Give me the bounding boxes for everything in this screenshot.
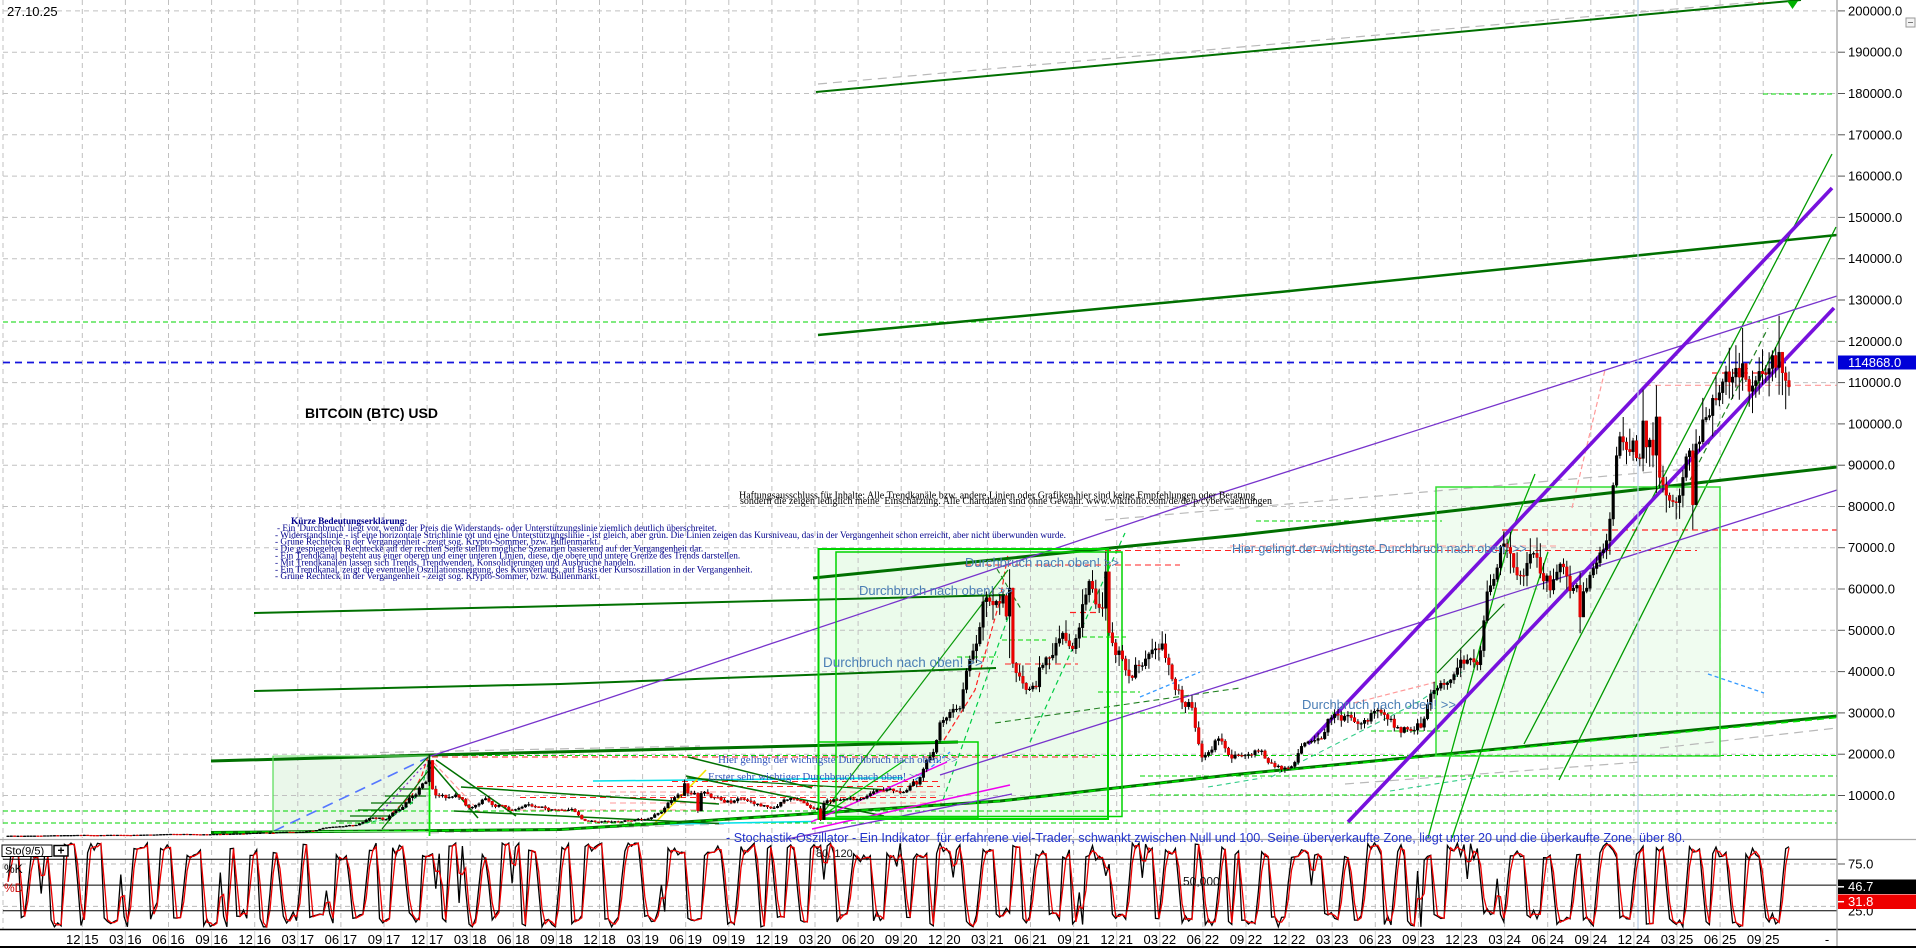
svg-text:09 16: 09 16: [195, 932, 228, 947]
svg-text:06 17: 06 17: [325, 932, 358, 947]
svg-text:- Ein Trendkanal besteht aus e: - Ein Trendkanal besteht aus einer obere…: [275, 552, 740, 562]
svg-text:06 23: 06 23: [1359, 932, 1392, 947]
svg-text:31.8: 31.8: [1848, 894, 1873, 909]
svg-text:09 25: 09 25: [1747, 932, 1780, 947]
svg-text:80000.0: 80000.0: [1848, 499, 1895, 514]
svg-text:110000.0: 110000.0: [1848, 375, 1901, 390]
svg-text:03 18: 03 18: [454, 932, 487, 947]
svg-text:- Mit Trendkanälen lassen sich: - Mit Trendkanälen lassen sich Trends, T…: [275, 558, 636, 568]
svg-text:BITCOIN (BTC) USD: BITCOIN (BTC) USD: [305, 405, 438, 421]
svg-text:09 20: 09 20: [885, 932, 918, 947]
svg-text:200000.0: 200000.0: [1848, 3, 1902, 18]
svg-text:03 25: 03 25: [1661, 932, 1694, 947]
svg-text:06 20: 06 20: [842, 932, 875, 947]
svg-text:03 21: 03 21: [971, 932, 1004, 947]
svg-text:09 24: 09 24: [1575, 932, 1608, 947]
svg-text:150000.0: 150000.0: [1848, 210, 1902, 225]
svg-text:Durchbruch nach oben! >>: Durchbruch nach oben! >>: [823, 655, 983, 670]
svg-text:09 18: 09 18: [540, 932, 573, 947]
svg-text:Haftungsausschluss für Inhalte: Haftungsausschluss für Inhalte: Alle Tre…: [739, 491, 1255, 502]
svg-text:Kürze Bedeutungserklärung:: Kürze Bedeutungserklärung:: [291, 517, 407, 527]
svg-text:- Die gespiegelten Rechtecke a: - Die gespiegelten Rechtecke auf der rec…: [275, 544, 703, 555]
svg-text:90000.0: 90000.0: [1848, 458, 1895, 473]
svg-text:03 24: 03 24: [1488, 932, 1521, 947]
svg-text:12 18: 12 18: [583, 932, 616, 947]
svg-text:09 21: 09 21: [1057, 932, 1090, 947]
svg-text:03 23: 03 23: [1316, 932, 1349, 947]
svg-text:12 15: 12 15: [66, 932, 99, 947]
svg-text:Durchbruch nach oben! >>: Durchbruch nach oben! >>: [859, 583, 1013, 598]
svg-text:- Widerstandslinie - ist eine: - Widerstandslinie - ist eine horizontal…: [275, 531, 1066, 541]
svg-text:12 21: 12 21: [1100, 932, 1133, 947]
svg-text:Sto(9/5): Sto(9/5): [5, 846, 44, 858]
svg-text:170000.0: 170000.0: [1848, 127, 1902, 142]
svg-text:120000.0: 120000.0: [1848, 334, 1902, 349]
svg-text:sondern die zeigen lediglich m: sondern die zeigen lediglich meine Einsc…: [740, 496, 1272, 507]
svg-text:12 19: 12 19: [756, 932, 789, 947]
svg-text:160000.0: 160000.0: [1848, 169, 1902, 184]
svg-text:Erster sehr wichtiger Durchbru: Erster sehr wichtiger Durchbruch nach ob…: [708, 771, 921, 783]
svg-text:06 18: 06 18: [497, 932, 530, 947]
svg-text:190000.0: 190000.0: [1848, 45, 1902, 60]
svg-text:Durchbruch nach oben! >>: Durchbruch nach oben! >>: [1302, 697, 1456, 712]
svg-text:Hier gelingt der wichtigste Du: Hier gelingt der wichtigste Durchbruch n…: [1232, 542, 1527, 556]
svg-text:09 23: 09 23: [1402, 932, 1435, 947]
svg-text:130000.0: 130000.0: [1848, 293, 1902, 308]
svg-text:03 17: 03 17: [282, 932, 315, 947]
svg-text:+: +: [58, 844, 65, 858]
svg-text:10000.0: 10000.0: [1848, 788, 1895, 803]
svg-text:40000.0: 40000.0: [1848, 664, 1895, 679]
svg-text:70000.0: 70000.0: [1848, 540, 1895, 555]
svg-text:06 24: 06 24: [1531, 932, 1564, 947]
svg-text:06 25: 06 25: [1704, 932, 1737, 947]
svg-text:60000.0: 60000.0: [1848, 582, 1895, 597]
svg-text:114868.0: 114868.0: [1848, 355, 1901, 370]
svg-text:27.10.25: 27.10.25: [7, 4, 58, 19]
svg-text:03 16: 03 16: [109, 932, 142, 947]
svg-text:46.7: 46.7: [1848, 879, 1873, 894]
svg-text:- Ein 'Durchbruch' liegt vor,: - Ein 'Durchbruch' liegt vor, wenn der P…: [277, 524, 717, 534]
svg-text:09 17: 09 17: [368, 932, 401, 947]
svg-text:75.0: 75.0: [1848, 857, 1873, 872]
svg-text:50,000: 50,000: [1183, 875, 1220, 889]
svg-text:06 21: 06 21: [1014, 932, 1047, 947]
svg-text:03 20: 03 20: [799, 932, 832, 947]
svg-text:12 24: 12 24: [1618, 932, 1651, 947]
svg-text:Hier gelingt der wichtigste Du: Hier gelingt der wichtigste Durchbruch n…: [718, 754, 957, 766]
svg-text:100000.0: 100000.0: [1848, 416, 1902, 431]
svg-text:%K: %K: [4, 862, 23, 876]
svg-text:- Stochastik-Oszillator - Ein: - Stochastik-Oszillator - Ein Indikator …: [726, 831, 1685, 845]
svg-text:03 19: 03 19: [626, 932, 659, 947]
svg-text:06 16: 06 16: [152, 932, 185, 947]
svg-text:12 22: 12 22: [1273, 932, 1306, 947]
svg-text:03 22: 03 22: [1144, 932, 1177, 947]
svg-text:-: -: [1825, 932, 1829, 947]
svg-text:50000.0: 50000.0: [1848, 623, 1895, 638]
svg-text:80, 120: 80, 120: [816, 848, 853, 860]
svg-text:12 23: 12 23: [1445, 932, 1478, 947]
svg-text:- Ein Trendkanal, zeigt die ev: - Ein Trendkanal, zeigt die eventuelle O…: [275, 564, 753, 575]
svg-text:09 19: 09 19: [713, 932, 746, 947]
svg-text:- Grüne Rechteck in der Vergan: - Grüne Rechteck in der Vergangenheit - …: [275, 572, 599, 582]
svg-text:140000.0: 140000.0: [1848, 251, 1902, 266]
svg-text:Durchbruch nach oben! >>: Durchbruch nach oben! >>: [965, 555, 1119, 570]
svg-text:12 16: 12 16: [238, 932, 271, 947]
svg-text:20000.0: 20000.0: [1848, 747, 1895, 762]
svg-text:180000.0: 180000.0: [1848, 86, 1902, 101]
svg-text:12 20: 12 20: [928, 932, 961, 947]
svg-text:%D: %D: [4, 881, 24, 895]
svg-text:06 19: 06 19: [669, 932, 702, 947]
svg-text:- Grüne Rechteck in der Vergan: - Grüne Rechteck in der Vergangenheit - …: [275, 538, 599, 548]
svg-text:30000.0: 30000.0: [1848, 705, 1895, 720]
svg-text:12 17: 12 17: [411, 932, 444, 947]
svg-text:06 22: 06 22: [1187, 932, 1220, 947]
svg-text:09 22: 09 22: [1230, 932, 1263, 947]
